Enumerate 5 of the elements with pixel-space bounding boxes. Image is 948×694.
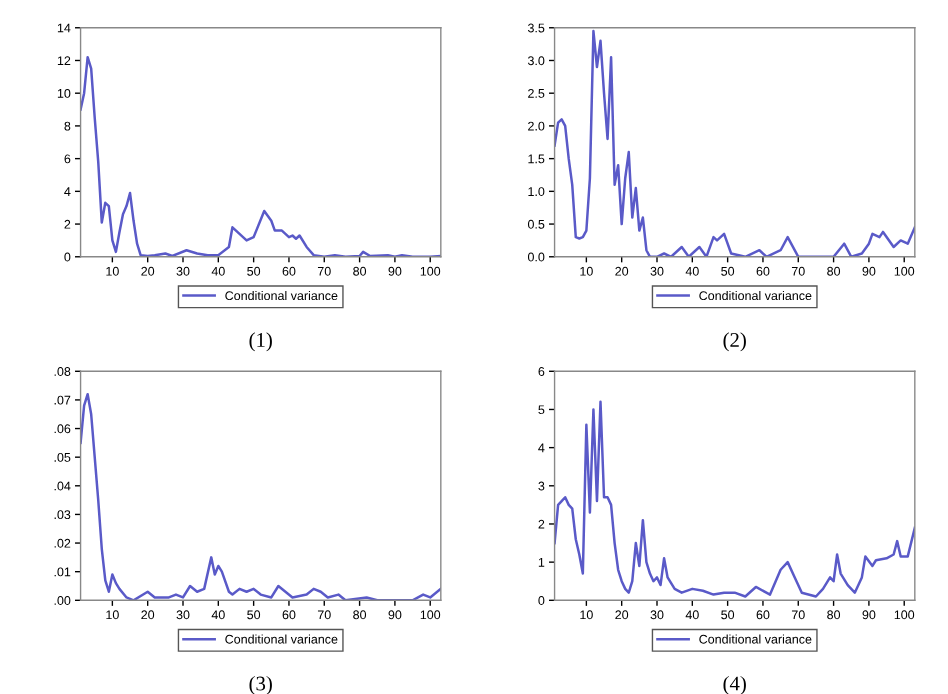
text: (3)	[249, 675, 272, 694]
text: (1)	[249, 332, 272, 352]
text: (2)	[723, 332, 746, 352]
text: (4)	[723, 675, 746, 694]
line-series	[554, 29, 915, 257]
